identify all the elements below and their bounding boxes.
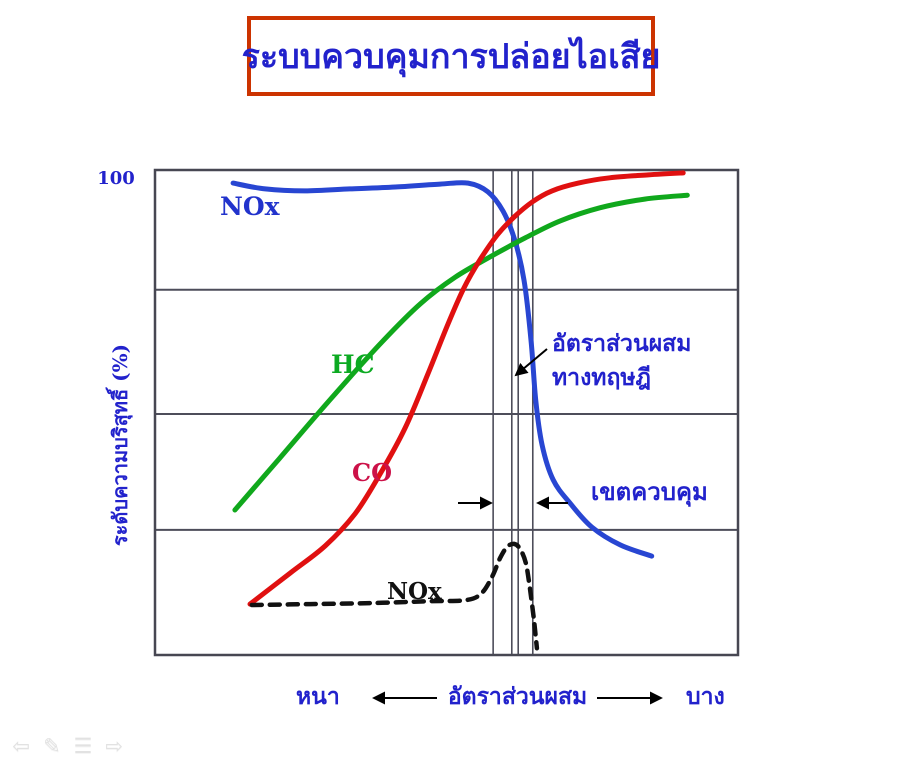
y-axis-tick-100: 100 <box>97 168 135 189</box>
stoich-annotation-line1: อัตราส่วนผสม <box>552 330 692 357</box>
nox-engine-curve-label: NOx <box>387 578 442 605</box>
slide-menu-button[interactable]: ☰ <box>73 734 93 758</box>
curve-co <box>247 170 686 607</box>
stoich-annotation-arrow <box>514 348 548 377</box>
x-axis-lean-label: บาง <box>686 683 725 710</box>
nox-curve-label: NOx <box>220 192 280 221</box>
curve-nox_engine <box>249 541 540 651</box>
stoich-annotation-line2: ทางทฤษฎี <box>552 364 651 391</box>
next-slide-button[interactable]: ⇨ <box>105 734 123 758</box>
slide-title: ระบบควบคุมการปล่อยไอเสีย <box>241 37 661 77</box>
curve-nox <box>230 180 655 559</box>
slide-title-box: ระบบควบคุมการปล่อยไอเสีย <box>242 16 660 96</box>
plot-frame <box>153 168 740 657</box>
x-axis-rich-label: หนา <box>296 683 340 710</box>
prev-slide-button[interactable]: ⇦ <box>12 734 30 758</box>
pen-tool-button[interactable]: ✎ <box>43 734 61 758</box>
presenter-navbar: ⇦ ✎ ☰ ⇨ <box>10 733 125 759</box>
control-zone-label: เขตควบคุม <box>591 477 708 506</box>
co-curve-label: CO <box>352 458 393 487</box>
hc-curve-label: HC <box>331 350 375 379</box>
curves <box>230 170 690 651</box>
x-axis-title: อัตราส่วนผสม <box>447 683 588 710</box>
gridlines <box>155 288 738 531</box>
curve-hc <box>232 192 690 513</box>
stoich-annotation: อัตราส่วนผสม ทางทฤษฎี <box>552 327 691 395</box>
